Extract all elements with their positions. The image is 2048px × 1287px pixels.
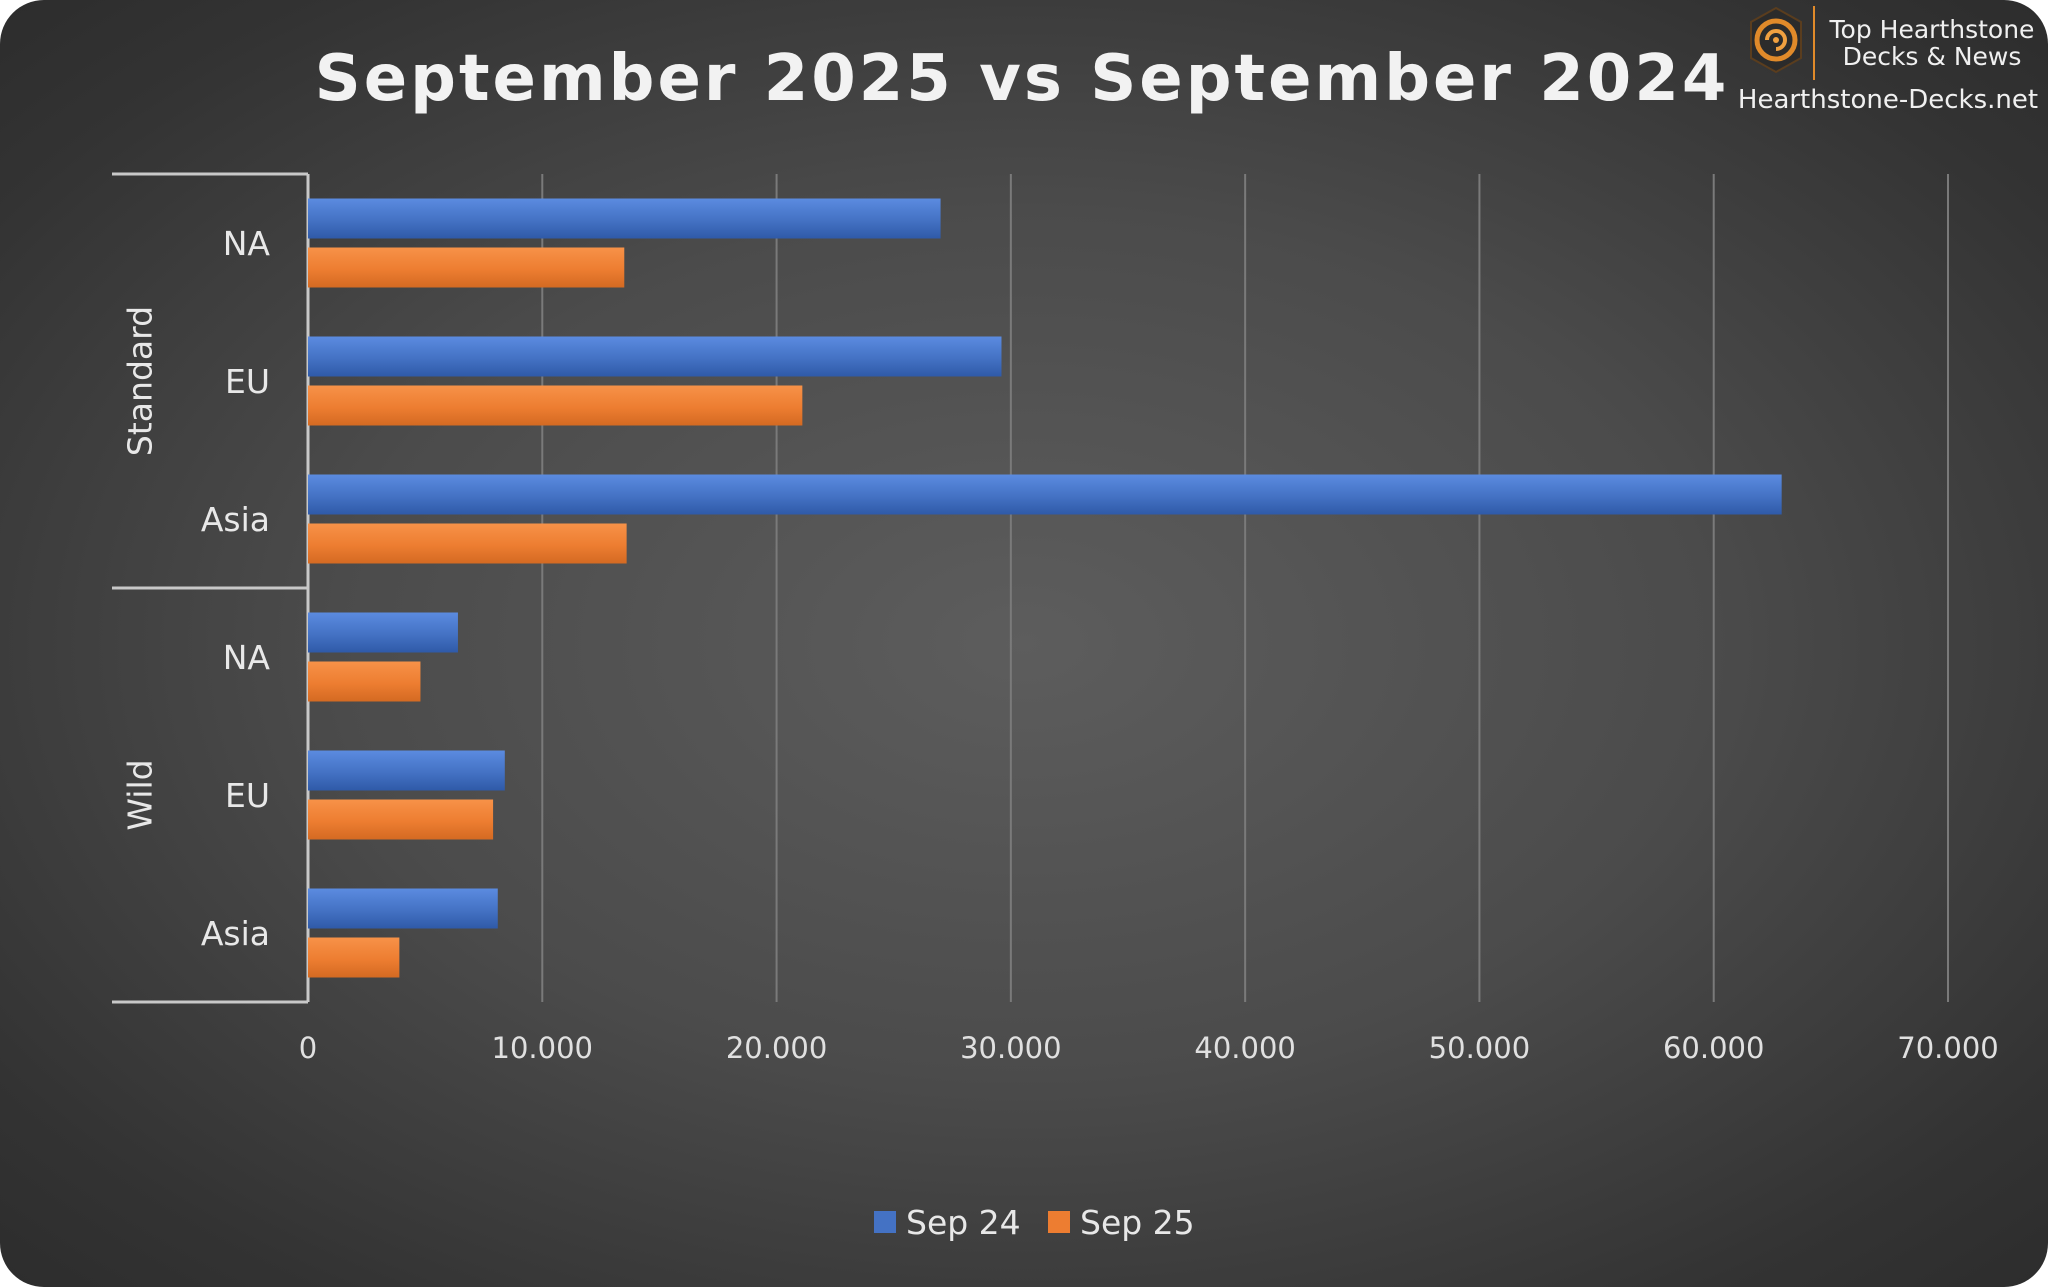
category-label: EU xyxy=(225,776,270,815)
bar xyxy=(308,937,400,978)
x-axis-tick-labels: 0 10.000 20.000 30.000 40.000 50.000 60.000 70.… xyxy=(299,1031,1999,1065)
branding: Top Hearthstone Decks & News Hearthstone… xyxy=(1738,6,2038,115)
bar xyxy=(308,474,1782,515)
x-tick-label: 50.000 xyxy=(1429,1031,1530,1065)
category-label: Asia xyxy=(201,500,270,539)
category-labels: NA EU Asia NA EU Asia xyxy=(201,224,271,953)
legend: Sep 24 Sep 25 xyxy=(874,1203,1195,1242)
bar xyxy=(308,336,1002,377)
category-label: EU xyxy=(225,362,270,401)
legend-label: Sep 25 xyxy=(1080,1203,1195,1242)
x-tick-label: 30.000 xyxy=(960,1031,1061,1065)
bar xyxy=(308,750,505,791)
group-label: Standard xyxy=(121,306,160,456)
bar xyxy=(308,888,498,929)
x-tick-label: 10.000 xyxy=(492,1031,593,1065)
bar xyxy=(308,247,625,288)
legend-label: Sep 24 xyxy=(906,1203,1021,1242)
category-label: Asia xyxy=(201,914,270,953)
branding-line2: Decks & News xyxy=(1843,42,2022,71)
category-label: NA xyxy=(223,638,271,677)
category-label: NA xyxy=(223,224,271,263)
category-axis xyxy=(112,172,310,1004)
grid-lines xyxy=(541,174,1949,1002)
bar xyxy=(308,198,941,239)
branding-line1: Top Hearthstone xyxy=(1829,15,2035,44)
legend-swatch xyxy=(1048,1211,1070,1233)
x-tick-label: 20.000 xyxy=(726,1031,827,1065)
branding-site: Hearthstone-Decks.net xyxy=(1738,85,2038,115)
bar xyxy=(308,385,803,426)
x-tick-label: 40.000 xyxy=(1194,1031,1295,1065)
bar xyxy=(308,799,494,840)
hearthstone-logo-icon xyxy=(1750,6,1802,74)
bar xyxy=(308,523,627,564)
x-tick-label: 0 xyxy=(299,1031,317,1065)
bar xyxy=(308,661,421,702)
chart-title: September 2025 vs September 2024 xyxy=(315,42,1730,116)
bar xyxy=(308,612,458,653)
legend-swatch xyxy=(874,1211,896,1233)
bars xyxy=(308,198,1782,978)
x-tick-label: 60.000 xyxy=(1663,1031,1764,1065)
x-tick-label: 70.000 xyxy=(1897,1031,1998,1065)
group-labels: Standard Wild xyxy=(121,306,160,831)
group-label: Wild xyxy=(121,759,160,830)
